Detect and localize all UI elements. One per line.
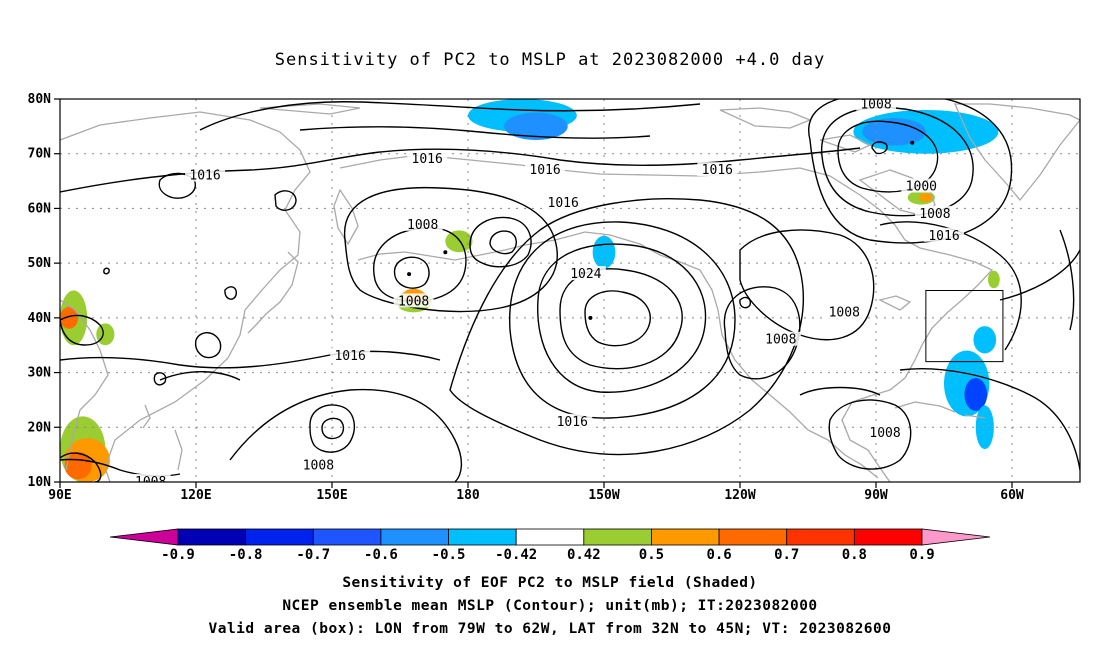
sensitivity-patch-3 <box>862 118 926 146</box>
contour-label: 1016 <box>334 349 365 364</box>
colorbar-swatch <box>177 528 247 546</box>
lat-tick-label: 80N <box>28 92 52 107</box>
sensitivity-shading <box>60 99 1000 482</box>
colorbar-swatch <box>786 528 855 546</box>
sensitivity-patch-17 <box>96 323 115 346</box>
sensitivity-patch-9 <box>445 230 473 253</box>
pressure-low-center <box>910 140 915 145</box>
pressure-low-center <box>407 272 412 277</box>
contour-label: 1008 <box>398 294 429 309</box>
pressure-centers <box>407 140 915 320</box>
contour-label: 1016 <box>529 163 560 178</box>
colorbar-tick-label: -0.7 <box>296 547 330 563</box>
sensitivity-patch-20 <box>64 451 92 480</box>
lon-tick-label: 90W <box>864 488 888 503</box>
lat-tick-label: 40N <box>28 311 52 326</box>
lat-tick-label: 10N <box>28 475 52 490</box>
colorbar-min-arrow <box>109 528 179 546</box>
colorbar-swatch <box>583 528 652 546</box>
sensitivity-patch-7 <box>975 405 994 450</box>
colorbar-tick-label: 0.9 <box>909 547 934 563</box>
lon-tick-label: 180 <box>456 488 480 503</box>
lon-tick-label: 150E <box>316 488 347 503</box>
contour-label: 1024 <box>570 267 601 282</box>
colorbar-swatch <box>651 528 720 546</box>
contour-label: 1016 <box>412 152 443 167</box>
contour-label: 1016 <box>557 415 588 430</box>
lat-tick-label: 70N <box>28 147 52 162</box>
lon-tick-label: 120E <box>180 488 211 503</box>
colorbar-swatch <box>515 528 585 546</box>
colorbar-max-arrow <box>921 528 991 546</box>
colorbar-tick-label: -0.42 <box>495 547 537 563</box>
colorbar-tick-label: 0.8 <box>842 547 867 563</box>
colorbar-tick-label: 0.6 <box>706 547 731 563</box>
lat-tick-label: 30N <box>28 366 52 381</box>
lon-tick-label: 150W <box>588 488 619 503</box>
colorbar: -0.9 -0.8 -0.7 -0.6 -0.5 -0.42 0.42 0.5 0.6 0.7 0.… <box>109 528 991 563</box>
pressure-high-center <box>588 315 593 320</box>
contour-labels: 1008 1016 1016 1016 1016 1000 1016 1008 1008 1016… <box>130 97 964 490</box>
contour-label: 1016 <box>702 163 733 178</box>
caption-line-1: Sensitivity of EOF PC2 to MSLP field (Sh… <box>342 575 758 591</box>
colorbar-tick-label: -0.9 <box>161 547 195 563</box>
sensitivity-patch-6 <box>964 378 988 411</box>
contour-label: 1008 <box>919 207 950 222</box>
lon-tick-label: 120W <box>724 488 755 503</box>
lat-tick-label: 60N <box>28 201 52 216</box>
contour-label: 1008 <box>303 459 334 474</box>
lat-tick-label: 50N <box>28 256 52 271</box>
colorbar-swatch <box>718 528 788 546</box>
map-title: Sensitivity of PC2 to MSLP at 2023082000… <box>274 50 826 70</box>
contour-label: 1000 <box>906 180 937 195</box>
contour-label: 1016 <box>189 169 220 184</box>
colorbar-tick-label: -0.6 <box>364 547 398 563</box>
colorbar-tick-label: -0.5 <box>432 547 466 563</box>
colorbar-swatch <box>448 528 517 546</box>
sensitivity-patch-8 <box>973 326 997 354</box>
colorbar-swatch <box>380 528 449 546</box>
pressure-low-center <box>443 250 448 255</box>
colorbar-tick-label: 0.7 <box>774 547 799 563</box>
lat-tick-label: 20N <box>28 420 52 435</box>
valid-area-box <box>925 290 1004 363</box>
colorbar-tick-label: 0.42 <box>567 547 601 563</box>
colorbar-swatch <box>245 528 314 546</box>
contour-label: 1008 <box>765 333 796 348</box>
map-frame <box>59 98 1081 483</box>
contour-label: 1008 <box>860 97 891 112</box>
mslp-contours <box>60 99 1080 482</box>
contour-label: 1008 <box>407 218 438 233</box>
caption-line-3: Valid area (box): LON from 79W to 62W, L… <box>208 621 892 637</box>
contour-label: 1008 <box>869 426 900 441</box>
lon-tick-label: 60W <box>1000 488 1024 503</box>
lon-tick-label: 90E <box>48 488 71 503</box>
colorbar-tick-label: -0.8 <box>229 547 263 563</box>
contour-label: 1016 <box>548 196 579 211</box>
sensitivity-patch-1 <box>504 112 568 141</box>
colorbar-swatch <box>853 528 923 546</box>
caption-line-2: NCEP ensemble mean MSLP (Contour); unit(… <box>282 598 818 614</box>
sensitivity-patch-13 <box>919 193 933 202</box>
colorbar-swatch <box>312 528 382 546</box>
contour-label: 1008 <box>135 475 166 490</box>
contour-label: 1008 <box>829 305 860 320</box>
colorbar-tick-label: 0.5 <box>639 547 664 563</box>
contour-label: 1016 <box>928 229 959 244</box>
sensitivity-patch-14 <box>987 270 1000 289</box>
